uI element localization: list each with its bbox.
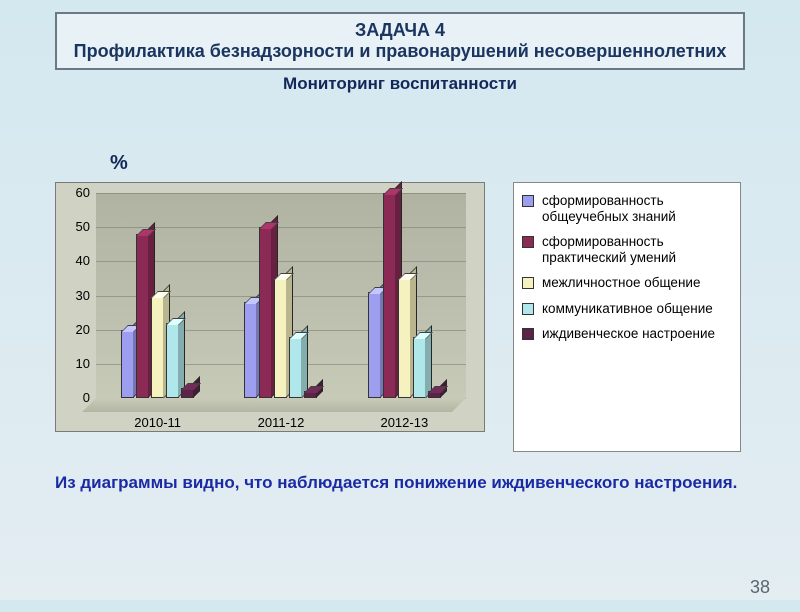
y-tick: 20 [64, 322, 90, 337]
y-tick: 10 [64, 356, 90, 371]
y-tick: 60 [64, 185, 90, 200]
x-tick: 2010-11 [113, 415, 203, 430]
subtitle: Мониторинг воспитанности [0, 74, 800, 94]
percent-label: % [110, 152, 128, 175]
legend-label: сформированность практический умений [542, 234, 732, 265]
bar [398, 278, 411, 398]
bar [151, 296, 164, 399]
legend-item: иждивенческое настроение [522, 326, 732, 342]
page-number: 38 [750, 577, 770, 598]
y-tick: 0 [64, 390, 90, 405]
legend: сформированность общеучебных знаний сформ… [513, 182, 741, 452]
legend-label: сформированность общеучебных знаний [542, 193, 732, 224]
bar [136, 234, 149, 398]
header-line1: ЗАДАЧА 4 [67, 20, 733, 41]
y-tick: 50 [64, 219, 90, 234]
legend-swatch [522, 277, 534, 289]
bar [166, 323, 179, 398]
legend-item: сформированность общеучебных знаний [522, 193, 732, 224]
bar [383, 193, 396, 398]
header-line2: Профилактика безнадзорности и правонаруш… [67, 41, 733, 62]
chart: 0 10 20 30 40 50 60 2010-11 2011-12 2012-13 сформ… [55, 182, 745, 452]
bar [289, 337, 302, 399]
legend-label: межличностное общение [542, 275, 700, 291]
header-box: ЗАДАЧА 4 Профилактика безнадзорности и п… [55, 12, 745, 70]
legend-swatch [522, 303, 534, 315]
plot-back-wall [96, 193, 466, 398]
bar [121, 330, 134, 398]
plot-area: 0 10 20 30 40 50 60 2010-11 2011-12 2012-13 [55, 182, 485, 432]
bar [428, 391, 441, 398]
bar [304, 391, 317, 398]
legend-swatch [522, 195, 534, 207]
legend-item: коммуникативное общение [522, 301, 732, 317]
legend-item: межличностное общение [522, 275, 732, 291]
bar-group [353, 193, 456, 398]
bar [368, 292, 381, 398]
bar-group [106, 193, 209, 398]
legend-item: сформированность практический умений [522, 234, 732, 265]
legend-swatch [522, 328, 534, 340]
x-tick: 2012-13 [359, 415, 449, 430]
bar [274, 278, 287, 398]
bar [181, 388, 194, 398]
legend-label: иждивенческое настроение [542, 326, 715, 342]
x-tick: 2011-12 [236, 415, 326, 430]
y-tick: 40 [64, 253, 90, 268]
bar [244, 302, 257, 398]
bar [259, 227, 272, 398]
plot-floor [82, 398, 466, 412]
legend-swatch [522, 236, 534, 248]
y-tick: 30 [64, 288, 90, 303]
bar [413, 337, 426, 399]
caption: Из диаграммы видно, что наблюдается пони… [55, 472, 745, 495]
legend-label: коммуникативное общение [542, 301, 713, 317]
bar-group [229, 193, 332, 398]
